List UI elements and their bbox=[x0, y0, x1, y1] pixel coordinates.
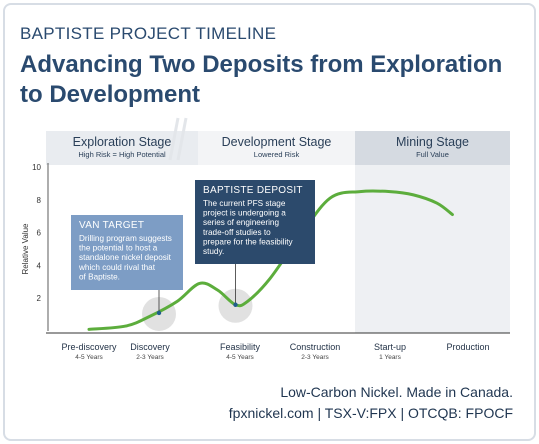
chart-headline: Advancing Two Deposits from Exploration … bbox=[20, 50, 520, 110]
headline-line-1: Advancing Two Deposits from Exploration bbox=[20, 51, 503, 78]
y-tick-label: 8 bbox=[37, 196, 42, 205]
stage-title-1: Exploration Stage bbox=[73, 135, 172, 149]
van-target-text-line: the potential to host a bbox=[79, 244, 158, 253]
stage-divider-slash bbox=[176, 117, 188, 161]
y-axis: 2 4 6 8 10 Relative Value bbox=[21, 163, 49, 331]
stage-subtitle-1: High Risk = High Potential bbox=[78, 150, 166, 159]
stage-title-3: Mining Stage bbox=[396, 135, 469, 149]
y-tick-label: 4 bbox=[37, 261, 42, 270]
footer-tickers: fpxnickel.com | TSX-V:FPX | OTCQB: FPOCF bbox=[228, 405, 513, 421]
y-axis-label: Relative Value bbox=[21, 223, 30, 275]
baptiste-deposit-text-line: The current PFS stage bbox=[203, 199, 286, 208]
x-tick-sublabel: 1 Years bbox=[379, 354, 401, 361]
x-tick-sublabel: 4-5 Years bbox=[75, 354, 103, 361]
x-tick-label: Construction bbox=[290, 342, 341, 352]
van-target-title: VAN TARGET bbox=[79, 220, 144, 231]
x-tick-sublabel: 2-3 Years bbox=[136, 354, 164, 361]
van-target-text-line: Drilling program suggests bbox=[79, 234, 172, 243]
van-target-text-line: which could rival that bbox=[78, 263, 156, 272]
stage-header-2 bbox=[198, 131, 355, 165]
x-tick-label: Pre-discovery bbox=[61, 342, 117, 352]
stage-title-2: Development Stage bbox=[222, 135, 332, 149]
x-axis: Pre-discovery 4-5 Years Discovery 2-3 Years… bbox=[46, 332, 510, 361]
stage-subtitle-2: Lowered Risk bbox=[254, 150, 300, 159]
chart-kicker: BAPTISTE PROJECT TIMELINE bbox=[20, 24, 277, 43]
stage-subtitle-3: Full Value bbox=[416, 150, 449, 159]
y-tick-label: 6 bbox=[37, 229, 42, 238]
x-tick-sublabel: 2-3 Years bbox=[301, 354, 329, 361]
series-line bbox=[87, 189, 454, 331]
baptiste-deposit-text-line: prepare for the feasibility bbox=[203, 237, 294, 246]
baptiste-deposit-box bbox=[195, 180, 315, 264]
van-target-text-line: standalone nickel deposit bbox=[79, 253, 172, 262]
stage-header-3 bbox=[355, 131, 510, 165]
baptiste-deposit-text-line: study. bbox=[203, 247, 224, 256]
x-tick-label: Production bbox=[446, 342, 489, 352]
y-tick-label: 10 bbox=[32, 163, 41, 172]
baptiste-deposit-text-line: series of engineering bbox=[203, 218, 279, 227]
stage-divider-slash bbox=[168, 117, 180, 161]
van-target-marker bbox=[156, 310, 162, 316]
x-tick-label: Feasibility bbox=[220, 342, 261, 352]
van-target-text-line: of Baptiste. bbox=[79, 272, 120, 281]
van-target-box bbox=[71, 215, 183, 290]
baptiste-deposit-marker bbox=[233, 302, 238, 307]
x-tick-sublabel: 4-5 Years bbox=[226, 354, 254, 361]
footer-tagline: Low-Carbon Nickel. Made in Canada. bbox=[280, 384, 513, 400]
baptiste-deposit-text-line: trade-off studies to bbox=[203, 228, 271, 237]
x-tick-label: Discovery bbox=[130, 342, 170, 352]
y-tick-label: 2 bbox=[37, 294, 42, 303]
headline-line-2: to Development bbox=[20, 81, 201, 108]
baptiste-deposit-text-line: project is undergoing a bbox=[203, 209, 286, 218]
baptiste-deposit-title: BAPTISTE DEPOSIT bbox=[203, 185, 303, 196]
x-tick-label: Start-up bbox=[374, 342, 406, 352]
